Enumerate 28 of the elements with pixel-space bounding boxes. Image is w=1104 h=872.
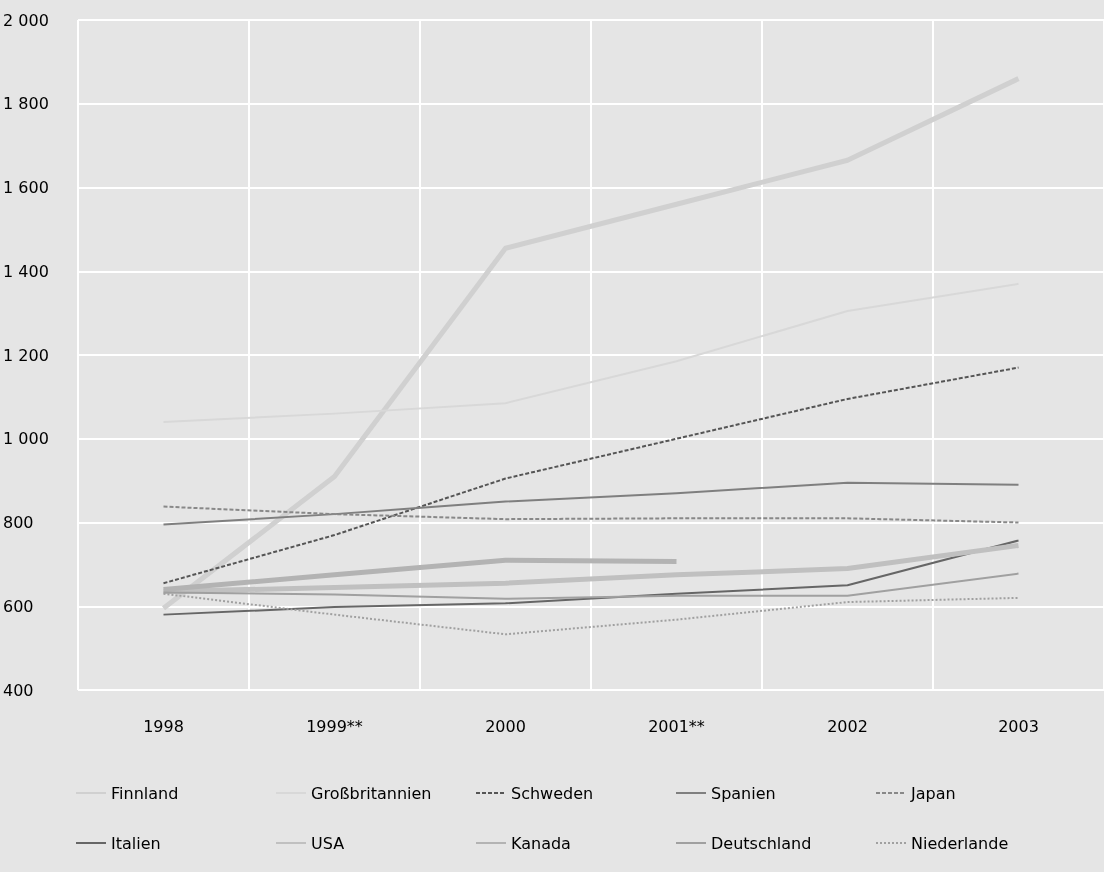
line-series (162, 366, 1020, 585)
legend-label: Deutschland (711, 833, 812, 853)
y-tick-label: 400 (3, 680, 34, 700)
y-tick-label: 1 200 (3, 345, 49, 365)
legend-label: USA (311, 833, 345, 853)
y-tick-label: 2 000 (3, 10, 49, 30)
y-tick-label: 1 000 (3, 429, 49, 449)
line-series (162, 539, 1020, 616)
x-tick-label: 1998 (143, 716, 184, 736)
legend-label: Finnland (111, 783, 179, 803)
legend-label: Italien (111, 833, 161, 853)
x-tick-label: 2003 (998, 716, 1039, 736)
legend-label: Großbritannien (311, 783, 432, 803)
y-tick-label: 1 400 (3, 261, 49, 281)
legend-label: Niederlande (911, 833, 1009, 853)
legend-label: Kanada (511, 833, 571, 853)
legend-label: Schweden (511, 783, 594, 803)
x-tick-label: 2002 (827, 716, 868, 736)
y-tick-label: 1 800 (3, 94, 49, 114)
x-tick-label: 2001** (648, 716, 705, 736)
legend-label: Japan (910, 783, 956, 803)
legend-label: Spanien (711, 783, 776, 803)
y-tick-label: 1 600 (3, 178, 49, 197)
x-tick-label: 2000 (485, 716, 526, 736)
y-tick-label: 800 (3, 513, 34, 532)
line-series (162, 481, 1020, 526)
x-tick-label: 1999** (306, 716, 363, 736)
y-tick-label: 600 (3, 596, 34, 616)
